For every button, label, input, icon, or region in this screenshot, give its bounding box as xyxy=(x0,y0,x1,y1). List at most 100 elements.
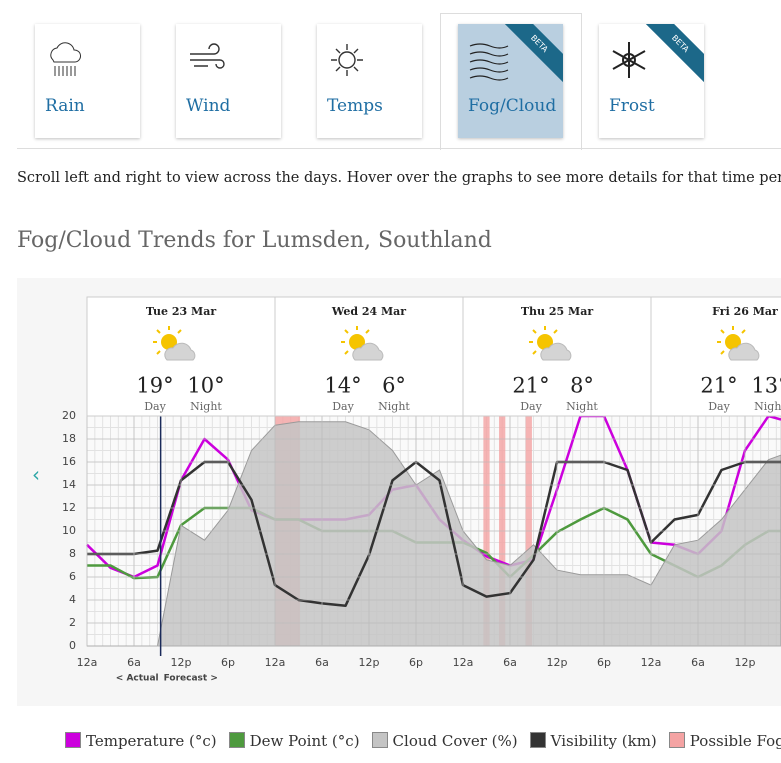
legend-swatch xyxy=(371,732,388,748)
x-tick-label: 6p xyxy=(221,656,235,669)
sun-rays xyxy=(341,326,370,355)
sun-rays xyxy=(153,326,182,355)
legend-swatch xyxy=(65,732,81,748)
tab-icon xyxy=(50,42,81,76)
tab[interactable]: Temps xyxy=(317,24,422,138)
day-temp: 21° xyxy=(512,374,549,398)
y-tick-label: 2 xyxy=(69,616,76,629)
x-tick-label: 12p xyxy=(359,656,380,669)
day-temp: 14° xyxy=(324,374,361,398)
x-tick-label: 12a xyxy=(453,656,474,669)
sun xyxy=(161,334,177,350)
tab-icon xyxy=(612,42,646,78)
y-tick-label: 18 xyxy=(62,432,76,445)
weather-icon xyxy=(717,326,760,361)
legend-swatch xyxy=(228,732,245,748)
weather-icon xyxy=(529,326,572,361)
legend-label: Possible Fog xyxy=(689,732,781,750)
sun xyxy=(537,334,553,350)
sun xyxy=(725,334,741,350)
night-word: Night xyxy=(190,400,222,413)
day-date: Wed 24 Mar xyxy=(331,305,406,318)
tab-label: Wind xyxy=(186,96,231,116)
x-tick-label: 6p xyxy=(597,656,611,669)
tab-label: Temps xyxy=(327,96,383,116)
x-tick-label: 12a xyxy=(77,656,98,669)
scroll-left[interactable]: ‹ xyxy=(32,463,40,487)
intro-text: Scroll left and right to view across the… xyxy=(17,170,781,186)
tab-label: Frost xyxy=(609,96,655,116)
tab[interactable]: Wind xyxy=(176,24,281,138)
day-word: Day xyxy=(144,400,166,413)
night-word: Night xyxy=(754,400,781,413)
day-date: Tue 23 Mar xyxy=(146,305,216,318)
y-tick-label: 10 xyxy=(62,524,76,537)
tab[interactable]: Rain xyxy=(35,24,140,138)
cloud xyxy=(352,342,384,361)
cloud xyxy=(728,342,760,361)
tab-label: Fog/Cloud xyxy=(468,96,557,116)
night-word: Night xyxy=(566,400,598,413)
y-tick-label: 4 xyxy=(69,593,76,606)
x-tick-label: 6a xyxy=(691,656,705,669)
legend-label: Visibility (km) xyxy=(550,732,657,750)
y-tick-label: 20 xyxy=(62,409,76,422)
y-tick-label: 14 xyxy=(62,478,76,491)
tab-icon xyxy=(190,43,225,69)
legend-item[interactable]: Dew Point (°c) xyxy=(228,732,360,750)
x-tick-label: 6a xyxy=(503,656,517,669)
legend-swatch xyxy=(668,732,685,748)
x-tick-label: 12p xyxy=(547,656,568,669)
day-date: Fri 26 Mar xyxy=(712,305,778,318)
legend-item[interactable]: Cloud Cover (%) xyxy=(371,732,518,750)
day-temp: 19° xyxy=(136,374,173,398)
night-temp: 13° xyxy=(751,374,781,398)
tab-icon xyxy=(331,44,363,76)
legend-label: Temperature (°c) xyxy=(86,732,217,750)
legend-label: Dew Point (°c) xyxy=(249,732,360,750)
day-word: Day xyxy=(332,400,354,413)
tab[interactable]: Frost BETA xyxy=(599,24,704,138)
night-temp: 10° xyxy=(187,374,224,398)
sun-rays xyxy=(529,326,558,355)
heading: Fog/Cloud Trends for Lumsden, Southland xyxy=(17,228,492,253)
day-date: Thu 25 Mar xyxy=(521,305,593,318)
y-tick-label: 16 xyxy=(62,455,76,468)
y-tick-label: 8 xyxy=(69,547,76,560)
x-tick-label: 6a xyxy=(127,656,141,669)
annotation: Forecast > xyxy=(164,674,218,684)
weather-icon xyxy=(153,326,196,361)
day-word: Day xyxy=(708,400,730,413)
legend-item[interactable]: Possible Fog xyxy=(668,732,781,750)
day-word: Day xyxy=(520,400,542,413)
night-temp: 8° xyxy=(570,374,594,398)
x-tick-label: 12a xyxy=(265,656,286,669)
sun-rays xyxy=(717,326,746,355)
x-tick-label: 6a xyxy=(315,656,329,669)
tab-label: Rain xyxy=(45,96,85,116)
x-tick-label: 12p xyxy=(171,656,192,669)
legend-swatch xyxy=(529,732,546,748)
day-temp: 21° xyxy=(700,374,737,398)
x-tick-label: 6p xyxy=(409,656,423,669)
chart: ‹ 0 2 4 6 8 10 12 14 16 18 20 12a 6a 12p 6p 12a 6a 12p 6p 1… xyxy=(17,278,781,706)
cloud xyxy=(164,342,196,361)
x-tick-label: 12p xyxy=(735,656,756,669)
y-tick-label: 12 xyxy=(62,501,76,514)
cloud xyxy=(540,342,572,361)
tab-icon xyxy=(469,43,509,81)
y-tick-label: 0 xyxy=(69,639,76,652)
weather-icon xyxy=(341,326,384,361)
legend: Temperature (°c) Dew Point (°c) Cloud Cove… xyxy=(65,732,781,750)
y-tick-label: 6 xyxy=(69,570,76,583)
night-temp: 6° xyxy=(382,374,406,398)
x-tick-label: 12a xyxy=(641,656,662,669)
legend-item[interactable]: Temperature (°c) xyxy=(65,732,217,750)
tab[interactable]: Fog/Cloud BETA xyxy=(458,24,563,138)
annotation: < Actual xyxy=(116,674,159,684)
night-word: Night xyxy=(378,400,410,413)
legend-item[interactable]: Visibility (km) xyxy=(529,732,657,750)
legend-label: Cloud Cover (%) xyxy=(392,732,518,750)
tab-rule xyxy=(17,148,781,149)
